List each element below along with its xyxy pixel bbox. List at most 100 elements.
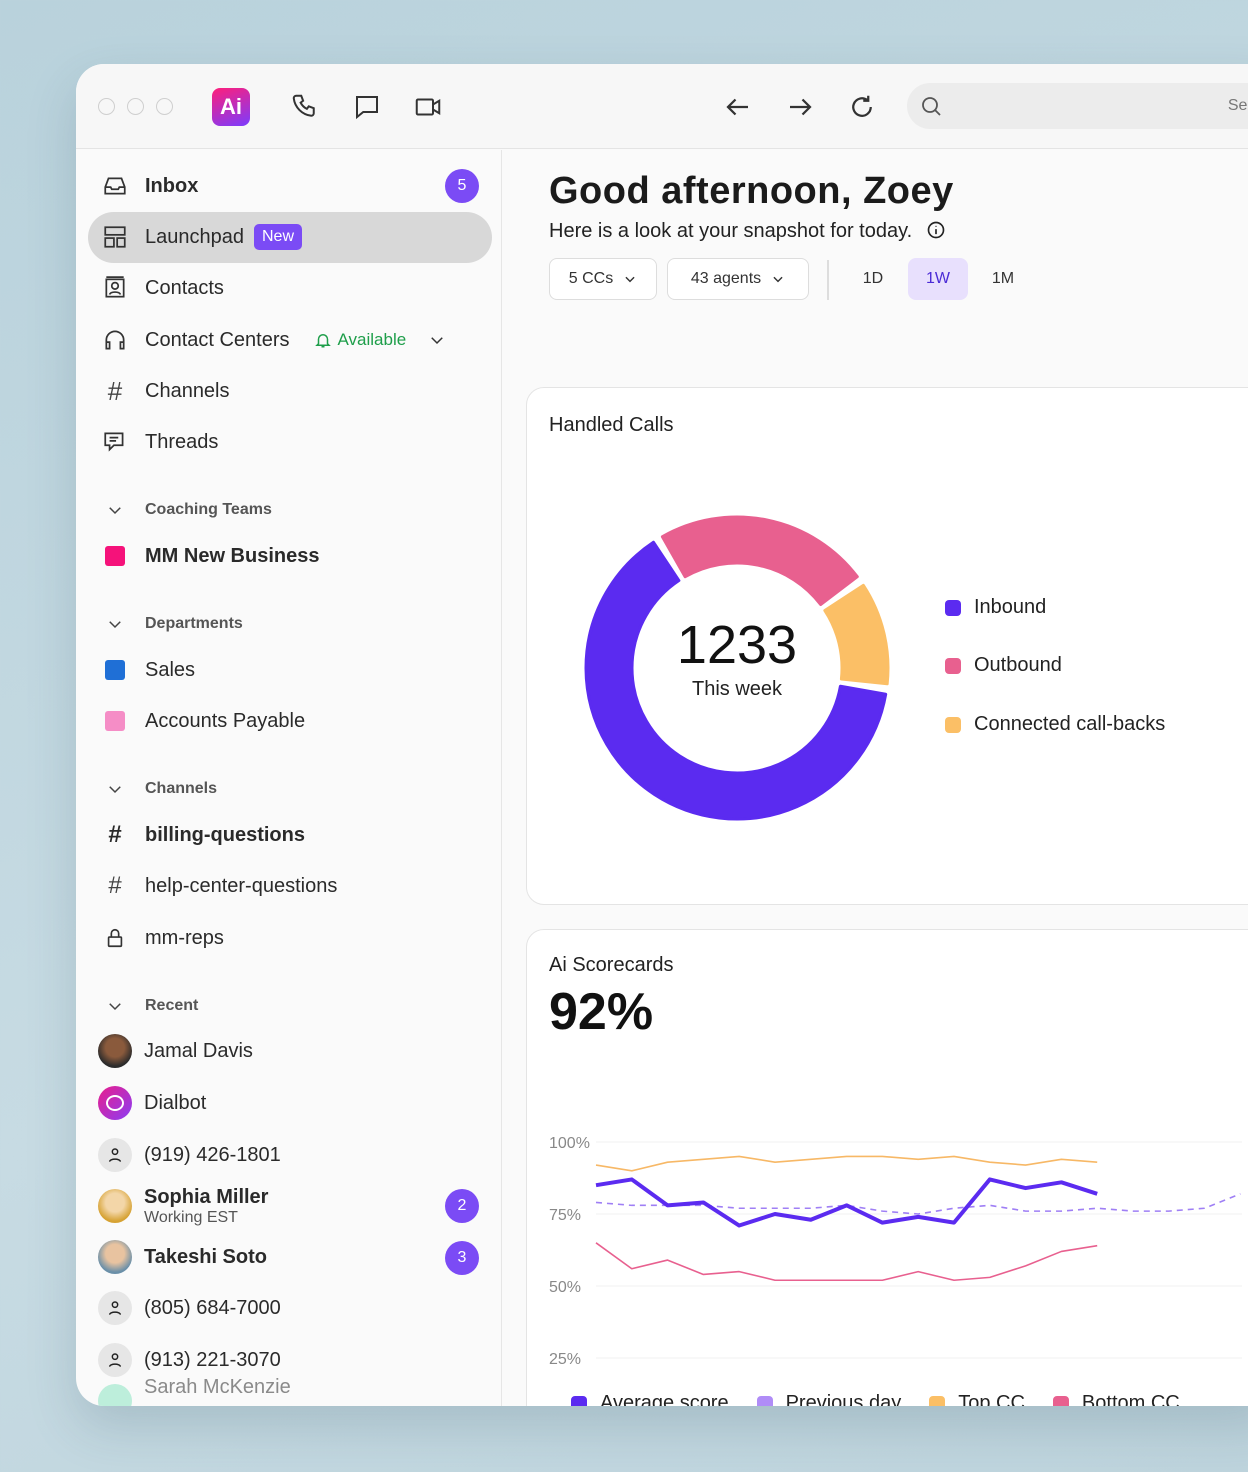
sidebar-item-inbox[interactable]: Inbox	[100, 166, 198, 206]
refresh-icon[interactable]	[847, 92, 877, 122]
inbox-icon	[100, 171, 130, 201]
search-icon	[922, 97, 941, 116]
agents-filter-label: 43 agents	[690, 270, 762, 287]
recent-item[interactable]: (919) 426-1801	[98, 1135, 281, 1175]
series-line-average-score	[595, 1177, 1098, 1228]
channel-label: help-center-questions	[145, 874, 338, 897]
divider	[827, 260, 829, 300]
recent-item[interactable]: (913) 221-3070	[98, 1340, 281, 1380]
contact-name: Dialbot	[144, 1091, 207, 1114]
range-1d[interactable]: 1D	[862, 270, 884, 287]
department-item-accounts-payable[interactable]: Accounts Payable	[100, 701, 305, 741]
section-departments[interactable]: Departments	[100, 604, 243, 644]
person-icon	[98, 1138, 132, 1172]
series-line-previous-day	[595, 1193, 1241, 1215]
page-title: Good afternoon, Zoey	[549, 170, 954, 212]
hash-icon: #	[107, 375, 123, 406]
recent-item[interactable]: Sophia Miller Working EST	[98, 1186, 268, 1226]
sidebar-item-channels[interactable]: # Channels	[100, 371, 230, 411]
donut-slice-2	[823, 583, 890, 686]
department-item-sales[interactable]: Sales	[100, 650, 195, 690]
section-coaching-teams[interactable]: Coaching Teams	[100, 490, 272, 530]
person-icon	[98, 1291, 132, 1325]
section-channels[interactable]: Channels	[100, 769, 217, 809]
recent-item[interactable]: Sarah McKenzie	[98, 1376, 291, 1406]
availability-status[interactable]: Available	[314, 330, 406, 350]
section-recent[interactable]: Recent	[100, 986, 198, 1026]
app-logo[interactable]: Ai	[212, 88, 250, 126]
chevron-down-icon	[100, 774, 130, 804]
info-icon[interactable]	[926, 220, 946, 240]
chevron-down-icon[interactable]	[428, 331, 446, 349]
search-placeholder: Search Dia	[1227, 97, 1248, 114]
contact-name: (919) 426-1801	[144, 1143, 281, 1166]
legend-callbacks: Connected call-backs	[945, 713, 1165, 736]
sidebar-item-threads[interactable]: Threads	[100, 422, 218, 462]
hash-icon: #	[108, 821, 122, 848]
recent-item[interactable]: (805) 684-7000	[98, 1288, 281, 1328]
avatar	[98, 1034, 132, 1068]
subtitle-text: Here is a look at your snapshot for toda…	[549, 220, 913, 242]
ai-scorecards-card: Ai Scorecards 92% 100% 75% 50% 25% M 3/18 T 3…	[526, 929, 1248, 1406]
handled-calls-card: Handled Calls 1233 This week Inbound Out…	[526, 387, 1248, 905]
total-calls: 1233	[676, 615, 798, 675]
bell-icon	[314, 334, 331, 348]
line-chart: 100%75%50%25%M 3/18 T 3/19 W 3/20 T 3/21 F 3…	[549, 1135, 1242, 1368]
contact-centers-label: Contact Centers	[145, 328, 290, 351]
department-color-swatch	[105, 711, 125, 731]
phone-icon[interactable]	[290, 92, 320, 122]
inbox-badge: 5	[445, 169, 479, 203]
section-title: Recent	[145, 997, 199, 1014]
agents-filter-dropdown[interactable]: 43 agents	[667, 258, 809, 300]
headset-icon	[100, 325, 130, 355]
channel-label: mm-reps	[145, 926, 224, 949]
channel-item[interactable]: # help-center-questions	[100, 866, 337, 906]
channel-item[interactable]: # billing-questions	[100, 815, 305, 855]
legend-label: Connected call-backs	[974, 713, 1166, 735]
legend-label: Bottom CC	[1081, 1392, 1180, 1406]
range-1m[interactable]: 1M	[991, 270, 1015, 287]
section-title: Channels	[145, 780, 218, 797]
sidebar-item-contact-centers[interactable]: Contact Centers Available	[100, 320, 480, 360]
app-window: Ai Search Dia Inbox 5 Launchpad New Conta…	[76, 64, 1248, 1406]
forward-arrow-icon[interactable]	[785, 92, 815, 122]
back-arrow-icon[interactable]	[723, 92, 753, 122]
search-input[interactable]: Search Dia	[907, 83, 1248, 129]
sidebar-item-contacts[interactable]: Contacts	[100, 268, 224, 308]
y-tick-label: 50%	[549, 1279, 581, 1296]
close-window-button[interactable]	[98, 98, 115, 115]
coaching-team-item[interactable]: MM New Business	[100, 536, 319, 576]
donut-slice-1	[660, 515, 859, 607]
legend-label: Inbound	[974, 596, 1047, 618]
total-label: This week	[691, 678, 783, 700]
y-tick-label: 75%	[549, 1207, 581, 1224]
cc-filter-dropdown[interactable]: 5 CCs	[549, 258, 657, 300]
launchpad-label: Launchpad	[145, 225, 244, 248]
minimize-window-button[interactable]	[127, 98, 144, 115]
recent-item[interactable]: Jamal Davis	[98, 1031, 253, 1071]
legend-bottom-cc: Bottom CC	[1052, 1392, 1180, 1406]
recent-item[interactable]: Dialbot	[98, 1083, 206, 1123]
contact-name: Jamal Davis	[144, 1039, 253, 1062]
donut-chart	[584, 515, 890, 821]
channel-item[interactable]: mm-reps	[100, 918, 224, 958]
y-tick-label: 25%	[549, 1351, 581, 1368]
video-icon[interactable]	[413, 92, 443, 122]
chat-icon[interactable]	[352, 92, 382, 122]
contacts-label: Contacts	[145, 276, 224, 299]
channel-label: billing-questions	[145, 823, 305, 846]
range-1w[interactable]: 1W	[908, 258, 968, 300]
maximize-window-button[interactable]	[156, 98, 173, 115]
cc-filter-label: 5 CCs	[568, 270, 614, 287]
contact-name: (913) 221-3070	[144, 1348, 281, 1371]
avatar	[98, 1384, 132, 1406]
hash-icon: #	[108, 872, 122, 899]
contact-name: Sarah McKenzie	[144, 1376, 291, 1398]
sidebar-item-launchpad[interactable]: Launchpad New	[100, 217, 302, 257]
recent-item[interactable]: Takeshi Soto	[98, 1237, 267, 1277]
chevron-down-icon	[100, 609, 130, 639]
sidebar: Inbox 5 Launchpad New Contacts Contact Ce…	[76, 150, 502, 1406]
legend-label: Previous day	[785, 1392, 902, 1406]
department-label: Accounts Payable	[145, 709, 306, 732]
department-color-swatch	[105, 660, 125, 680]
